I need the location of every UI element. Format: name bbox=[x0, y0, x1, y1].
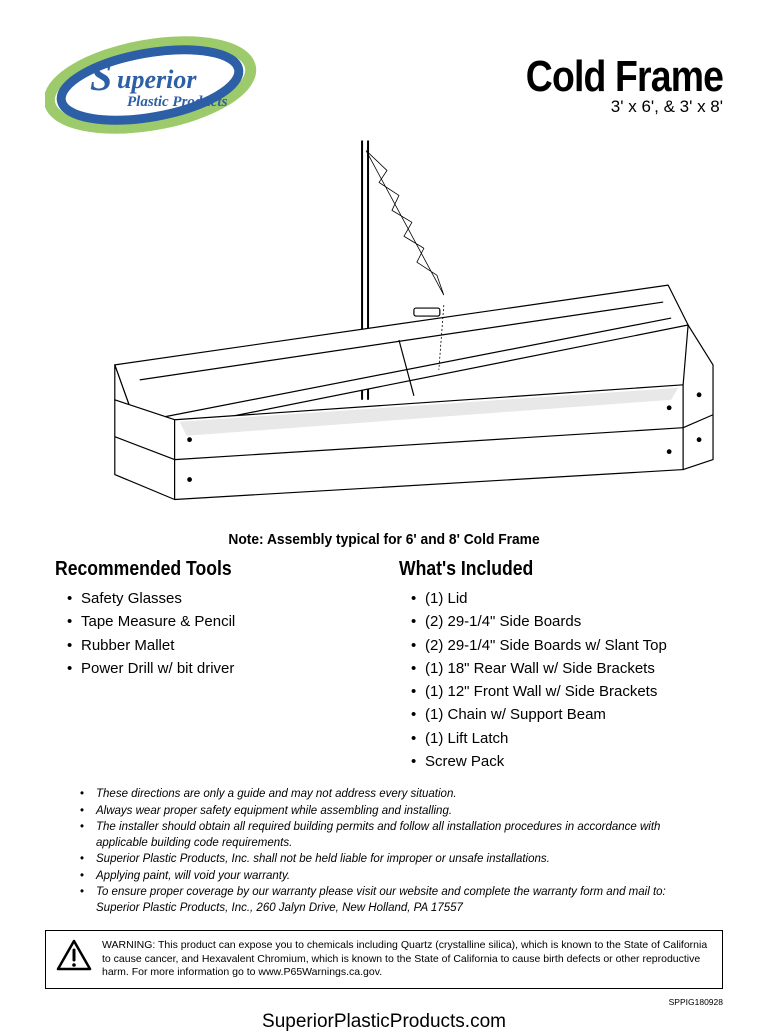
list-item: (2) 29-1/4" Side Boards bbox=[413, 610, 713, 633]
tools-heading: Recommended Tools bbox=[55, 558, 331, 581]
list-item: (1) Chain w/ Support Beam bbox=[413, 703, 713, 726]
list-item: Tape Measure & Pencil bbox=[69, 610, 369, 633]
page-title: Cold Frame bbox=[526, 55, 723, 99]
list-item: These directions are only a guide and ma… bbox=[80, 787, 703, 803]
included-list: (1) Lid (2) 29-1/4" Side Boards (2) 29-1… bbox=[399, 587, 713, 773]
svg-text:S: S bbox=[90, 54, 112, 99]
warning-icon bbox=[56, 939, 92, 971]
list-item: To ensure proper coverage by our warrant… bbox=[80, 885, 703, 916]
title-block: Cold Frame 3' x 6', & 3' x 8' bbox=[491, 55, 723, 117]
warning-text: WARNING: This product can expose you to … bbox=[102, 939, 712, 980]
company-logo: S uperior Plastic Products bbox=[45, 30, 285, 140]
product-diagram bbox=[45, 140, 723, 520]
content-columns: Recommended Tools Safety Glasses Tape Me… bbox=[45, 558, 723, 773]
assembly-note: Note: Assembly typical for 6' and 8' Col… bbox=[72, 531, 696, 548]
footnotes-list: These directions are only a guide and ma… bbox=[80, 787, 703, 916]
product-code: SPPIG180928 bbox=[45, 997, 723, 1007]
list-item: (2) 29-1/4" Side Boards w/ Slant Top bbox=[413, 634, 713, 657]
tools-list: Safety Glasses Tape Measure & Pencil Rub… bbox=[55, 587, 369, 680]
svg-text:uperior: uperior bbox=[117, 65, 197, 94]
list-item: (1) 12" Front Wall w/ Side Brackets bbox=[413, 680, 713, 703]
included-heading: What's Included bbox=[399, 558, 675, 581]
list-item: Superior Plastic Products, Inc. shall no… bbox=[80, 852, 703, 868]
list-item: Rubber Mallet bbox=[69, 634, 369, 657]
list-item: (1) Lift Latch bbox=[413, 727, 713, 750]
list-item: Applying paint, will void your warranty. bbox=[80, 869, 703, 885]
list-item: (1) 18" Rear Wall w/ Side Brackets bbox=[413, 657, 713, 680]
tools-column: Recommended Tools Safety Glasses Tape Me… bbox=[55, 558, 369, 773]
warning-body: This product can expose you to chemicals… bbox=[102, 939, 707, 978]
website-url: SuperiorPlasticProducts.com bbox=[45, 1011, 723, 1033]
list-item: Power Drill w/ bit driver bbox=[69, 657, 369, 680]
list-item: (1) Lid bbox=[413, 587, 713, 610]
list-item: Screw Pack bbox=[413, 750, 713, 773]
svg-text:Plastic Products: Plastic Products bbox=[127, 94, 228, 110]
list-item: Always wear proper safety equipment whil… bbox=[80, 804, 703, 820]
header: S uperior Plastic Products Cold Frame 3'… bbox=[45, 30, 723, 150]
list-item: Safety Glasses bbox=[69, 587, 369, 610]
list-item: The installer should obtain all required… bbox=[80, 820, 703, 851]
warning-box: WARNING: This product can expose you to … bbox=[45, 930, 723, 989]
warning-label: WARNING: bbox=[102, 939, 155, 951]
included-column: What's Included (1) Lid (2) 29-1/4" Side… bbox=[399, 558, 713, 773]
